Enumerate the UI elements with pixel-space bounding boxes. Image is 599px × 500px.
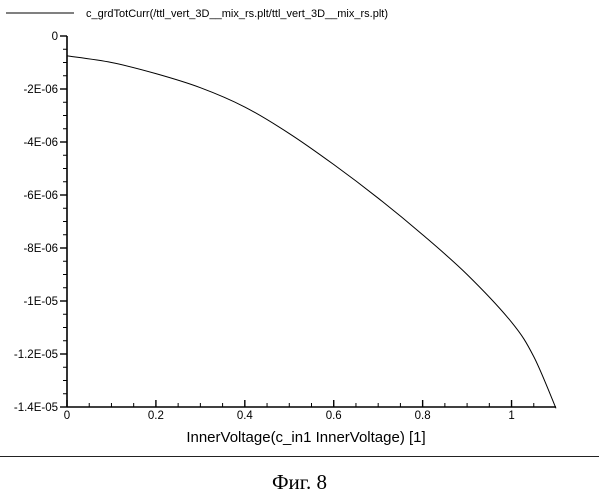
plot-area — [67, 56, 556, 408]
y-tick-label: 0 — [52, 31, 58, 43]
x-tick-label: 0.8 — [415, 410, 431, 422]
x-tick-label: 0.6 — [326, 410, 342, 422]
axes — [67, 36, 556, 407]
y-tick-label: -4E-06 — [23, 137, 58, 149]
legend: c_grdTotCurr(/ttl_vert_3D__mix_rs.plt/tt… — [6, 8, 388, 20]
y-tick-label: -1E-05 — [23, 296, 58, 308]
figure-caption: Фиг. 8 — [0, 470, 599, 495]
x-axis-title: InnerVoltage(c_in1 InnerVoltage) [1] — [186, 429, 425, 446]
y-tick-label: -1.4E-05 — [14, 402, 58, 414]
x-tick-label: 0.2 — [148, 410, 164, 422]
series-line — [67, 56, 556, 408]
x-tick-label: 1 — [508, 410, 514, 422]
x-tick-label: 0 — [64, 410, 70, 422]
y-ticks: 0 -2E-06 -4E-06 -6E-06 -8E-06 -1E-05 -1.2E-05 -… — [14, 31, 67, 414]
y-tick-label: -6E-06 — [23, 190, 58, 202]
page-divider — [0, 456, 599, 457]
x-ticks: 0 0.2 0.4 0.6 0.8 1 — [64, 400, 534, 422]
x-tick-label: 0.4 — [237, 410, 254, 422]
chart: c_grdTotCurr(/ttl_vert_3D__mix_rs.plt/tt… — [0, 0, 599, 460]
legend-label: c_grdTotCurr(/ttl_vert_3D__mix_rs.plt/tt… — [86, 8, 388, 20]
y-tick-label: -8E-06 — [23, 243, 58, 255]
y-tick-label: -1.2E-05 — [14, 349, 58, 361]
y-tick-label: -2E-06 — [23, 84, 58, 96]
